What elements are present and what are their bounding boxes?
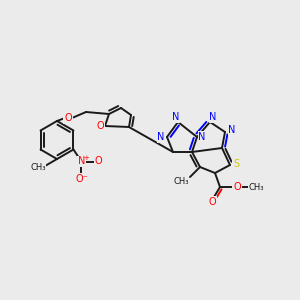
Text: N: N <box>198 132 206 142</box>
Text: N: N <box>172 112 180 122</box>
Text: O⁻: O⁻ <box>75 173 88 184</box>
Text: N: N <box>228 125 236 135</box>
Text: N: N <box>157 132 165 142</box>
Text: O: O <box>64 113 72 123</box>
Text: CH₃: CH₃ <box>30 164 46 172</box>
Text: CH₃: CH₃ <box>248 182 264 191</box>
Text: S: S <box>233 159 239 169</box>
Text: O: O <box>208 197 216 207</box>
Text: N: N <box>78 157 85 166</box>
Text: +: + <box>83 155 89 161</box>
Text: O: O <box>94 157 102 166</box>
Text: N: N <box>209 112 217 122</box>
Text: O: O <box>233 182 241 192</box>
Text: O: O <box>96 121 104 131</box>
Text: CH₃: CH₃ <box>173 176 189 185</box>
